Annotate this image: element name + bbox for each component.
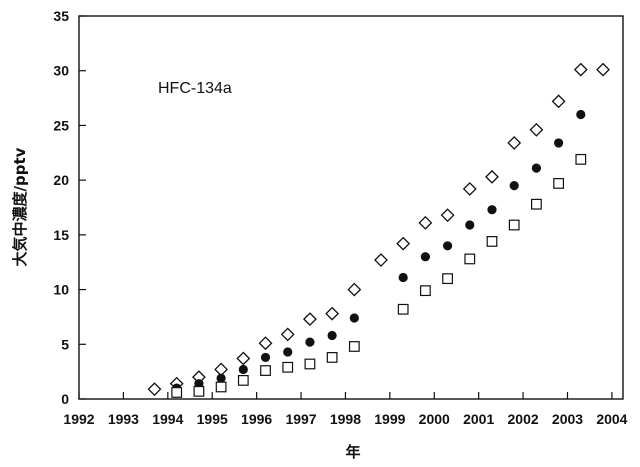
x-tick-label: 1995 (197, 411, 228, 427)
diamond-point (347, 282, 362, 297)
diamond-point (440, 208, 455, 223)
filled-circle-point (487, 205, 497, 215)
diamond-point (596, 62, 610, 77)
y-tick-label: 30 (53, 63, 69, 79)
x-tick-label: 1998 (330, 411, 361, 427)
y-tick-label: 35 (53, 8, 69, 24)
filled-circle-point (260, 352, 271, 363)
x-tick-label: 1993 (108, 411, 139, 427)
x-tick-label: 1996 (241, 411, 272, 427)
square-point (464, 253, 476, 265)
y-tick-label: 25 (53, 117, 69, 133)
x-axis-title: 年 (345, 443, 360, 461)
y-tick-label: 0 (61, 391, 69, 407)
diamond-point (573, 62, 588, 77)
x-tick-label: 2003 (552, 411, 583, 427)
diamond-point (280, 327, 295, 342)
y-tick-label: 15 (53, 227, 69, 243)
plot-frame (78, 15, 624, 400)
filled-circle-point (327, 330, 337, 341)
filled-circle-point (465, 220, 475, 230)
diamond-point (303, 312, 317, 327)
filled-circle-point (216, 373, 226, 383)
square-point (260, 365, 271, 376)
diamond-point (551, 94, 566, 109)
compound-label: HFC-134a (158, 80, 232, 97)
filled-circle-point (238, 364, 248, 375)
filled-circle-point (531, 163, 542, 173)
square-point (326, 352, 338, 363)
filled-circle-point (398, 272, 408, 283)
diamond-point (485, 169, 499, 184)
square-point (531, 198, 542, 210)
y-axis: 0 5 10 15 20 25 30 35 (53, 8, 86, 407)
diamond-point (258, 336, 273, 351)
filled-circle-point (576, 109, 586, 120)
square-point (486, 236, 498, 247)
square-point (553, 178, 565, 189)
y-tick-label: 10 (53, 282, 69, 298)
square-point (442, 273, 453, 285)
y-axis-title: 大気中濃度/pptv (11, 147, 29, 266)
square-point (215, 381, 227, 393)
x-tick-label: 2002 (508, 411, 539, 427)
diamond-point (507, 136, 522, 150)
filled-circle-point (283, 347, 293, 357)
diamond-point (325, 306, 340, 321)
filled-circle-point (442, 241, 453, 251)
diamond-point (236, 351, 251, 366)
y-tick-label: 20 (53, 172, 69, 188)
square-point (397, 303, 409, 315)
x-tick-label: 1997 (285, 411, 316, 427)
diamond-point (529, 122, 544, 137)
square-point (282, 361, 294, 373)
filled-circle-point (305, 337, 315, 347)
x-tick-label: 1994 (152, 411, 183, 427)
filled-circle-point (420, 252, 430, 262)
square-point (237, 374, 249, 386)
square-point (304, 358, 316, 370)
y-tick-label: 5 (61, 336, 69, 352)
diamond-point (396, 236, 411, 251)
square-point (171, 387, 183, 398)
diamond-point (374, 253, 388, 267)
diamond-point (147, 382, 162, 397)
x-axis: 1992 1993 1994 1995 1996 1997 1998 1999 2000 2001… (63, 392, 628, 427)
x-tick-label: 2000 (419, 411, 450, 427)
filled-circle-point (554, 138, 564, 148)
diamond-point (462, 181, 477, 196)
filled-circle-point (509, 181, 519, 191)
diamond-point (418, 215, 433, 230)
filled-circle-point (349, 313, 359, 323)
x-tick-label: 2004 (596, 411, 627, 427)
x-tick-label: 2001 (463, 411, 494, 427)
square-point (419, 285, 431, 297)
square-point (508, 219, 520, 231)
data-points (147, 62, 610, 398)
square-point (348, 341, 360, 352)
square-point (193, 385, 205, 397)
square-point (575, 153, 587, 165)
x-tick-label: 1992 (63, 411, 94, 427)
x-tick-label: 1999 (374, 411, 405, 427)
